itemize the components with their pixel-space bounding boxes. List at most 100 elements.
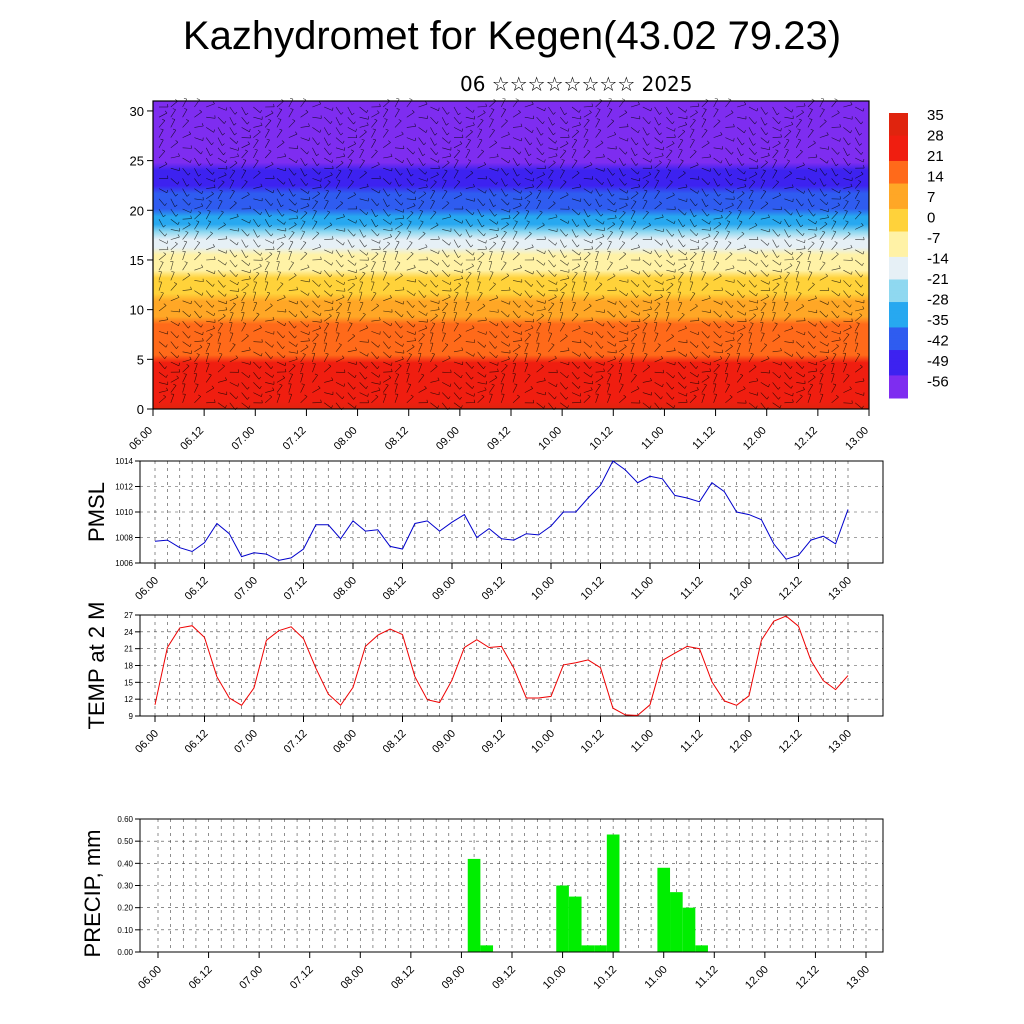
wind-barb: [807, 394, 812, 403]
wind-barb: [371, 319, 381, 322]
wind-barb: [595, 167, 605, 172]
wind-barb: [607, 331, 614, 339]
wind-barb-flag: [860, 274, 863, 278]
wind-barb: [607, 120, 615, 128]
wind-barb: [819, 365, 826, 373]
wind-barb-flag: [639, 400, 641, 404]
wind-barb: [477, 164, 486, 169]
wind-barb: [737, 186, 747, 189]
colorbar-cell: [889, 324, 908, 328]
wind-barb-flag: [516, 251, 520, 255]
wind-barb-flag: [366, 252, 369, 256]
wind-barb: [689, 331, 699, 336]
wind-barb-flag: [301, 230, 305, 232]
wind-barb-flag: [435, 284, 439, 288]
wind-barb-flag: [236, 213, 239, 217]
wind-barb-flag: [799, 394, 803, 397]
wind-barb: [406, 320, 414, 328]
wind-barb: [666, 127, 675, 132]
wind-barb-flag: [340, 254, 344, 258]
wind-barb: [795, 271, 799, 281]
wind-barb: [182, 178, 188, 187]
wind-barb-flag: [626, 265, 629, 268]
wind-barb-flag: [232, 169, 236, 172]
wind-barb-flag: [223, 152, 226, 156]
wind-barb-flag: [329, 274, 333, 278]
x-tick-label: 06.12: [183, 728, 211, 756]
wind-barb: [300, 198, 310, 201]
wind-barb-flag: [198, 211, 202, 214]
wind-barb: [737, 127, 745, 134]
wind-barb-flag: [554, 294, 557, 298]
wind-barb-flag: [733, 138, 735, 142]
wind-barb-flag: [826, 202, 829, 205]
colorbar-cell: [889, 375, 908, 379]
colorbar-cell: [889, 239, 908, 244]
wind-barb: [182, 394, 186, 403]
wind-barb: [323, 211, 331, 220]
wind-barb: [831, 373, 835, 383]
wind-barb-flag: [295, 131, 298, 135]
wind-barb-flag: [458, 245, 461, 248]
wind-barb: [748, 300, 758, 304]
wind-barb-flag: [733, 123, 735, 127]
wind-barb-flag: [648, 121, 651, 125]
wind-barb: [501, 300, 510, 305]
wind-barb: [784, 328, 793, 332]
wind-barb-flag: [225, 405, 227, 409]
wind-barb: [324, 309, 334, 312]
wind-barb: [536, 249, 545, 255]
wind-barb: [795, 396, 803, 404]
wind-barb: [725, 157, 731, 166]
wind-barb-flag: [450, 369, 452, 373]
wind-barb-flag: [519, 151, 522, 155]
wind-barb: [158, 219, 164, 228]
wind-barb-flag: [824, 173, 828, 176]
colorbar-cell: [889, 318, 908, 323]
wind-barb-flag: [185, 119, 189, 122]
wind-barb-flag: [188, 325, 191, 329]
wind-barb-flag: [449, 214, 452, 218]
wind-barb: [748, 380, 758, 383]
wind-barb: [748, 402, 757, 409]
wind-barb-flag: [259, 263, 262, 267]
wind-barb: [406, 396, 414, 404]
wind-barb-flag: [729, 394, 733, 398]
wind-barb-flag: [446, 160, 450, 163]
wind-barb-flag: [196, 98, 200, 100]
wind-barb: [453, 292, 459, 301]
wind-barb: [642, 354, 648, 363]
wind-barb-flag: [282, 346, 285, 349]
wind-barb-flag: [567, 220, 570, 224]
wind-barb: [666, 277, 676, 281]
precip-bar: [670, 892, 683, 952]
wind-barb: [170, 351, 178, 359]
colorbar-cell: [889, 192, 908, 196]
wind-barb: [819, 147, 829, 150]
wind-barb: [182, 262, 188, 271]
wind-barb: [760, 117, 766, 126]
wind-barb-flag: [682, 224, 686, 228]
wind-barb: [784, 229, 789, 238]
wind-barb: [312, 327, 321, 332]
wind-barb-flag: [289, 373, 293, 375]
wind-barb-flag: [353, 386, 356, 390]
wind-barb: [571, 239, 578, 248]
wind-barb: [406, 242, 413, 250]
x-tick-label: 10.12: [591, 964, 619, 992]
wind-barb-flag: [164, 161, 168, 165]
wind-barb: [630, 127, 639, 134]
wind-barb: [406, 331, 416, 335]
wind-barb: [241, 117, 248, 125]
wind-barb: [807, 119, 813, 128]
wind-barb-flag: [485, 246, 487, 250]
wind-barb: [559, 117, 567, 125]
wind-barb-flag: [410, 210, 414, 214]
wind-barb: [489, 218, 497, 225]
colorbar-cell: [889, 333, 908, 337]
wind-barb-flag: [270, 366, 274, 369]
wind-barb-flag: [612, 325, 616, 329]
wind-barb-flag: [587, 214, 591, 218]
wind-barb-flag: [385, 128, 389, 131]
wind-barb-flag: [683, 263, 687, 266]
